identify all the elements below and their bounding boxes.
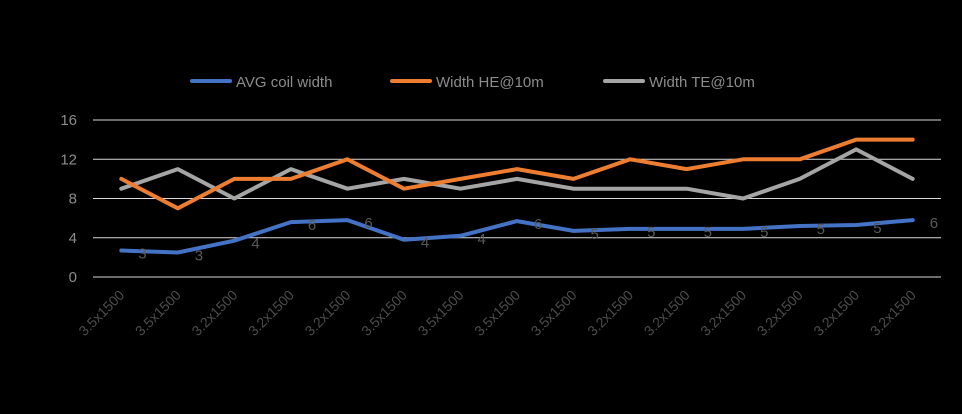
- x-tick-label: 3.2x1500: [301, 287, 353, 339]
- data-label: 4: [477, 231, 485, 248]
- data-label: 5: [817, 221, 825, 238]
- legend-item: AVG coil width: [190, 74, 332, 91]
- data-label: 5: [760, 224, 768, 241]
- x-tick-label: 3.2x1500: [641, 287, 693, 339]
- y-tick-label: 0: [69, 269, 77, 286]
- x-tick-label: 3.5x1500: [358, 287, 410, 339]
- x-tick-label: 3.2x1500: [245, 287, 297, 339]
- data-label: 6: [308, 217, 316, 234]
- x-tick-label: 3.5x1500: [132, 287, 184, 339]
- series-line-1: [119, 137, 915, 211]
- x-tick-label: 3.2x1500: [188, 287, 240, 339]
- x-tick-label: 3.2x1500: [697, 287, 749, 339]
- series-line-2: [119, 147, 915, 201]
- legend-item: Width TE@10m: [603, 74, 755, 91]
- data-labels: 3 3 4 6 6 4 4 6 5 5 5 5 5 5 6: [138, 215, 938, 264]
- data-label: 3: [195, 247, 203, 264]
- x-tick-label: 3.2x1500: [867, 287, 919, 339]
- legend-item: Width HE@10m: [390, 74, 544, 91]
- x-tick-label: 3.5x1500: [471, 287, 523, 339]
- data-label: 5: [704, 224, 712, 241]
- legend-label: Width HE@10m: [436, 74, 544, 91]
- y-axis: 0 4 8 12 16: [60, 112, 77, 286]
- data-label: 5: [591, 226, 599, 243]
- legend-label: Width TE@10m: [649, 74, 755, 91]
- x-tick-label: 3.5x1500: [528, 287, 580, 339]
- x-tick-label: 3.5x1500: [75, 287, 127, 339]
- data-label: 6: [364, 215, 372, 232]
- series-lines: [119, 137, 915, 255]
- gridlines: [93, 119, 941, 278]
- x-tick-label: 3.2x1500: [810, 287, 862, 339]
- y-tick-label: 4: [69, 230, 77, 247]
- x-tick-label: 3.2x1500: [754, 287, 806, 339]
- y-tick-label: 12: [60, 151, 77, 168]
- x-tick-label: 3.5x1500: [415, 287, 467, 339]
- data-label: 3: [138, 246, 146, 263]
- legend: AVG coil width Width HE@10m Width TE@10m: [190, 74, 755, 91]
- data-label: 6: [930, 215, 938, 232]
- y-tick-label: 16: [60, 112, 77, 129]
- data-label: 4: [421, 235, 429, 252]
- data-label: 5: [647, 224, 655, 241]
- x-axis: 3.5x1500 3.5x1500 3.2x1500 3.2x1500 3.2x1500…: [75, 287, 919, 339]
- data-label: 6: [534, 216, 542, 233]
- series-line-0: [119, 218, 915, 255]
- y-tick-label: 8: [69, 191, 77, 208]
- legend-label: AVG coil width: [236, 74, 332, 91]
- data-label: 4: [251, 236, 259, 253]
- data-label: 5: [873, 220, 881, 237]
- x-tick-label: 3.2x1500: [584, 287, 636, 339]
